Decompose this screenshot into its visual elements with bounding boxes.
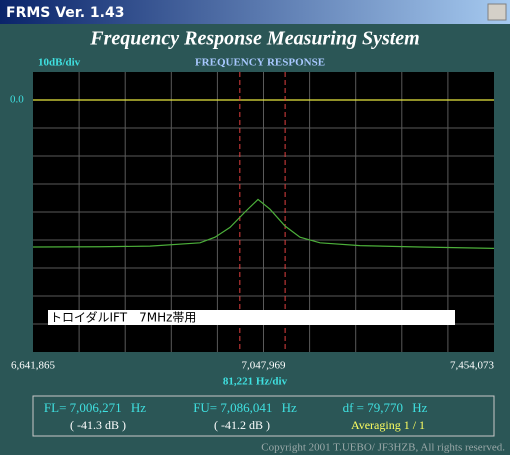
x-tick-label: 6,641,865 — [11, 360, 56, 372]
title-bar — [0, 0, 510, 24]
readout-box — [32, 395, 495, 437]
averaging: Averaging 1 / 1 — [351, 418, 425, 432]
annotation-box — [48, 310, 455, 325]
response-trace — [32, 198, 495, 249]
copyright: Copyright 2001 T.UEBO/ JF3HZB, All right… — [261, 442, 505, 454]
window-title: FRMS Ver. 1.43 — [6, 5, 124, 21]
annotation: トロイダルIFT 7MHz帯用 — [50, 310, 196, 325]
fl-readout: FL= 7,006,271 Hz — [44, 400, 146, 415]
close-button[interactable] — [487, 3, 507, 21]
y-tick-label: 0.0 — [10, 94, 24, 106]
y-axis-label: 10dB/div — [38, 57, 81, 69]
app-title: Frequency Response Measuring System — [89, 28, 419, 50]
df-readout: df = 79,770 Hz — [343, 400, 428, 415]
fu-readout: FU= 7,086,041 Hz — [193, 400, 297, 415]
fu-level: ( -41.2 dB ) — [214, 418, 270, 432]
x-tick-label: 7,047,969 — [242, 360, 287, 372]
x-axis-label: 81,221 Hz/div — [223, 376, 288, 388]
fl-level: ( -41.3 dB ) — [70, 418, 126, 432]
x-tick-label: 7,454,073 — [450, 360, 495, 372]
chart-title: FREQUENCY RESPONSE — [195, 57, 325, 69]
